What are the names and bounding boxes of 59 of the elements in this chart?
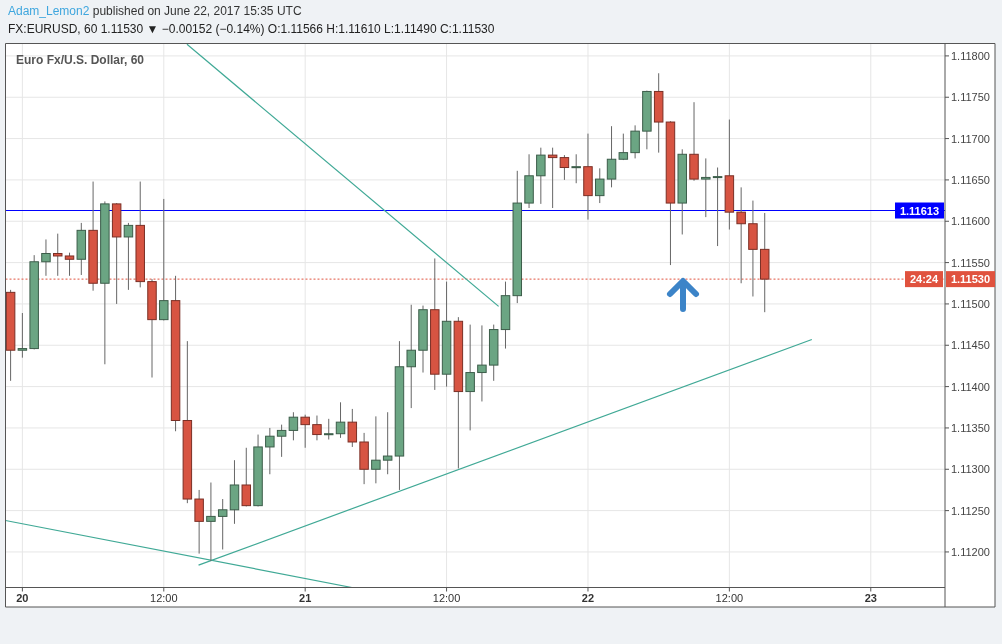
candlestick (618, 133, 629, 161)
candlestick (606, 125, 617, 188)
candlestick (300, 414, 310, 449)
candlestick (382, 411, 393, 475)
y-tick-label: 1.11400 (951, 380, 990, 393)
candlestick (701, 157, 711, 218)
x-tick-label: 22 (581, 591, 595, 604)
candlestick (312, 415, 322, 441)
candlestick (630, 124, 640, 159)
candlestick (559, 154, 570, 181)
candlestick (406, 304, 416, 409)
y-tick-label: 1.11500 (951, 297, 990, 310)
x-tick-label: 12:00 (432, 591, 461, 604)
y-tick-label: 1.11250 (951, 504, 990, 517)
y-tick-label: 1.11750 (951, 91, 990, 104)
ref-line-label: 1.11613 (899, 204, 940, 217)
x-tick-label: 20 (16, 591, 29, 604)
candlestick (477, 324, 487, 402)
candlestick (347, 408, 358, 448)
y-tick-label: 1.11450 (951, 339, 990, 352)
candlestick (64, 252, 75, 277)
ref-line-label: 1.11530 (950, 273, 991, 286)
x-tick-label: 21 (299, 591, 312, 604)
x-tick-label: 12:00 (715, 591, 744, 604)
candlestick (194, 489, 204, 555)
candlestick (276, 424, 287, 458)
candlestick (217, 498, 228, 550)
y-tick-label: 1.11600 (951, 215, 990, 228)
candlestick (712, 167, 723, 247)
candlestick (41, 238, 51, 277)
candlestick (371, 415, 381, 484)
candlestick (335, 401, 346, 439)
text: Adam_Lemon2 published on June 22, 2017 15:35 UTC (8, 4, 302, 18)
y-tick-label: 1.11800 (951, 49, 990, 62)
annotation: 24:24 (909, 273, 939, 286)
candlestick (123, 222, 134, 291)
candlestick (571, 153, 581, 184)
candlestick (324, 418, 334, 441)
candlestick (547, 147, 558, 209)
chart-title: FX:EURUSD, 60 1.11530 ▼ −0.00152 (−0.14%) O:1.11566 H:1.11610 L:1.11490 C:1.11530 (8, 22, 495, 36)
y-tick-label: 1.11350 (951, 421, 990, 434)
candlestick (595, 167, 605, 204)
y-tick-label: 1.11550 (951, 256, 990, 269)
candlestick (53, 233, 63, 277)
y-tick-label: 1.11200 (951, 545, 990, 558)
y-tick-label: 1.11700 (951, 132, 990, 145)
y-tick-label: 1.11300 (951, 463, 990, 476)
candlestick (159, 198, 169, 321)
candlestick (465, 324, 475, 431)
candlestick (206, 482, 216, 562)
candlestick (265, 427, 275, 475)
candlestick (17, 312, 28, 359)
x-tick-label: 23 (864, 591, 877, 604)
text: Euro Fx/U.S. Dollar, 60 (16, 53, 145, 67)
candlestick (241, 447, 252, 507)
candlestick (536, 147, 546, 205)
candlestick (288, 411, 299, 441)
x-tick-label: 12:00 (150, 591, 178, 604)
y-tick-label: 1.11650 (951, 173, 990, 186)
